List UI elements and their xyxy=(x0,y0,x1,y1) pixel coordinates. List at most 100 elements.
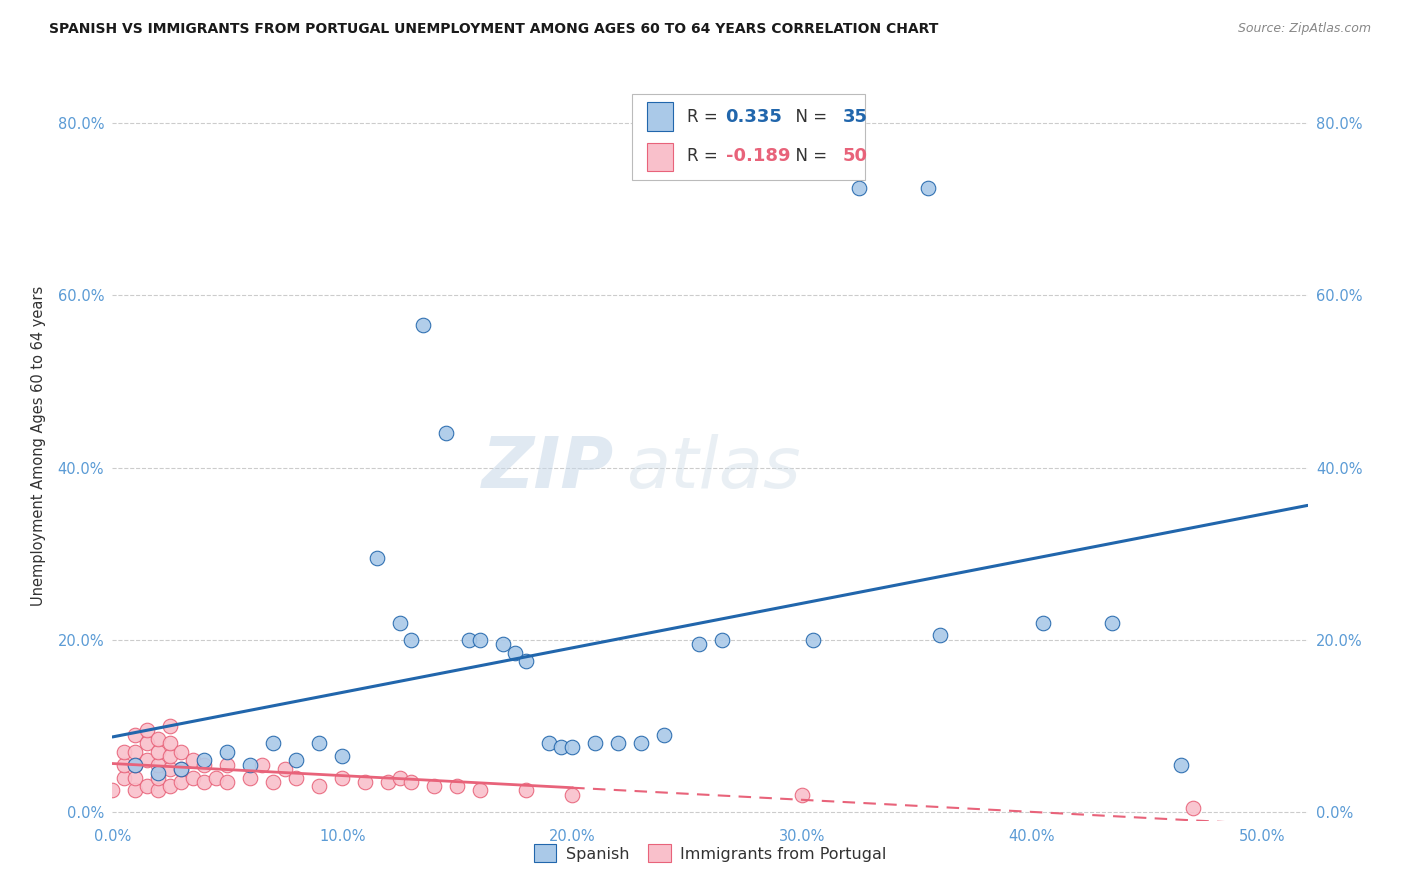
Point xyxy=(124,783,146,797)
Point xyxy=(193,775,215,789)
Point xyxy=(170,762,193,776)
Point xyxy=(262,775,284,789)
Text: 0.335: 0.335 xyxy=(725,108,783,126)
Point xyxy=(401,775,423,789)
Point xyxy=(412,318,434,333)
Point xyxy=(124,727,146,741)
Point xyxy=(124,745,146,759)
Point xyxy=(159,736,181,750)
Point xyxy=(928,628,950,642)
Text: atlas: atlas xyxy=(627,434,801,503)
Point xyxy=(112,757,135,772)
Point xyxy=(470,783,492,797)
Text: N =: N = xyxy=(786,108,832,126)
Point xyxy=(354,775,377,789)
Point xyxy=(193,757,215,772)
Point xyxy=(285,771,308,785)
Point xyxy=(790,788,813,802)
Point xyxy=(388,615,411,630)
Point xyxy=(112,771,135,785)
Point xyxy=(1170,757,1192,772)
Point xyxy=(217,757,239,772)
Text: -0.189: -0.189 xyxy=(725,147,790,165)
Point xyxy=(136,723,159,738)
Point xyxy=(503,646,526,660)
Point xyxy=(148,757,170,772)
Point xyxy=(401,632,423,647)
Y-axis label: Unemployment Among Ages 60 to 64 years: Unemployment Among Ages 60 to 64 years xyxy=(31,285,46,607)
Point xyxy=(470,632,492,647)
Point xyxy=(124,757,146,772)
Text: R =: R = xyxy=(688,108,723,126)
Text: SPANISH VS IMMIGRANTS FROM PORTUGAL UNEMPLOYMENT AMONG AGES 60 TO 64 YEARS CORRE: SPANISH VS IMMIGRANTS FROM PORTUGAL UNEM… xyxy=(49,22,939,37)
FancyBboxPatch shape xyxy=(647,103,673,131)
Point xyxy=(136,736,159,750)
Point xyxy=(148,766,170,780)
Point xyxy=(159,762,181,776)
Point xyxy=(205,771,228,785)
Point xyxy=(561,740,583,755)
Point xyxy=(607,736,630,750)
Point xyxy=(217,775,239,789)
Point xyxy=(159,749,181,764)
Point xyxy=(101,783,124,797)
Point xyxy=(330,771,353,785)
Point xyxy=(388,771,411,785)
Text: 35: 35 xyxy=(842,108,868,126)
Point xyxy=(446,779,468,793)
Point xyxy=(803,632,825,647)
Point xyxy=(159,719,181,733)
Point xyxy=(239,757,262,772)
Point xyxy=(1101,615,1123,630)
FancyBboxPatch shape xyxy=(633,94,866,180)
Text: ZIP: ZIP xyxy=(482,434,614,503)
Point xyxy=(710,632,733,647)
Point xyxy=(515,783,537,797)
Point xyxy=(274,762,297,776)
Point xyxy=(492,637,515,651)
Point xyxy=(308,779,330,793)
Point xyxy=(630,736,652,750)
Point xyxy=(688,637,710,651)
Point xyxy=(239,771,262,785)
Point xyxy=(652,727,675,741)
Point xyxy=(124,771,146,785)
Point xyxy=(136,779,159,793)
Point xyxy=(136,753,159,767)
Point xyxy=(181,771,204,785)
FancyBboxPatch shape xyxy=(647,143,673,171)
Point xyxy=(583,736,606,750)
Point xyxy=(434,426,457,441)
Point xyxy=(250,757,273,772)
Point xyxy=(1032,615,1054,630)
Point xyxy=(193,753,215,767)
Text: 50: 50 xyxy=(842,147,868,165)
Point xyxy=(538,736,561,750)
Point xyxy=(366,551,388,566)
Point xyxy=(148,783,170,797)
Point xyxy=(170,762,193,776)
Text: R =: R = xyxy=(688,147,723,165)
Point xyxy=(848,180,870,194)
Point xyxy=(217,745,239,759)
Point xyxy=(112,745,135,759)
Point xyxy=(181,753,204,767)
Point xyxy=(170,745,193,759)
Point xyxy=(308,736,330,750)
Point xyxy=(159,779,181,793)
Point xyxy=(330,749,353,764)
Point xyxy=(561,788,583,802)
Point xyxy=(170,775,193,789)
Point xyxy=(515,654,537,668)
Point xyxy=(124,757,146,772)
Point xyxy=(285,753,308,767)
Point xyxy=(1181,801,1204,815)
Point xyxy=(148,745,170,759)
Point xyxy=(457,632,479,647)
Point xyxy=(550,740,572,755)
Point xyxy=(148,731,170,746)
Point xyxy=(423,779,446,793)
Point xyxy=(148,771,170,785)
Point xyxy=(262,736,284,750)
Text: N =: N = xyxy=(786,147,832,165)
